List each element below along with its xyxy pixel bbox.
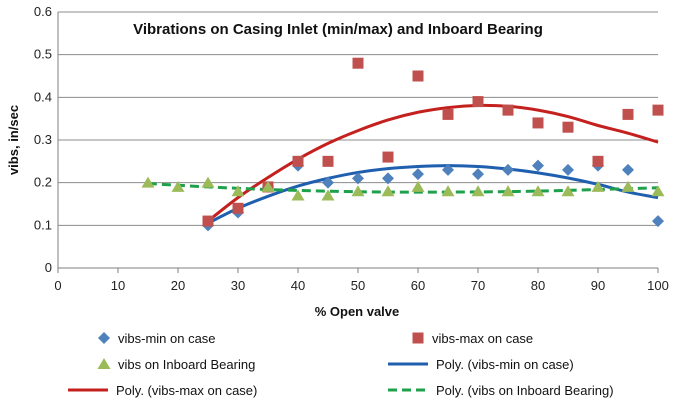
- data-point-triangle: [591, 180, 605, 192]
- trendline-2: [207, 103, 659, 223]
- x-tick-label: 30: [231, 278, 245, 293]
- data-markers: [141, 57, 665, 232]
- legend-marker: [412, 332, 424, 344]
- legend-item: vibs on Inboard Bearing: [97, 357, 255, 372]
- data-point-triangle: [201, 176, 215, 188]
- data-point-triangle: [561, 185, 575, 197]
- y-tick-label: 0: [45, 260, 52, 275]
- data-point-triangle: [171, 180, 185, 192]
- data-point-square: [292, 155, 304, 167]
- chart-title: Vibrations on Casing Inlet (min/max) and…: [133, 21, 543, 38]
- data-point-triangle: [471, 185, 485, 197]
- data-point-diamond: [622, 163, 634, 176]
- x-tick-label: 100: [647, 278, 669, 293]
- data-point-triangle: [501, 185, 515, 197]
- data-point-diamond: [502, 163, 514, 176]
- trendline-1: [207, 164, 659, 225]
- trendlines: [147, 103, 659, 225]
- data-point-square: [502, 104, 514, 116]
- data-point-diamond: [562, 163, 574, 176]
- data-point-square: [322, 155, 334, 167]
- data-point-triangle: [321, 189, 335, 201]
- data-point-triangle: [291, 189, 305, 201]
- x-tick-label: 40: [291, 278, 305, 293]
- y-tick-label: 0.5: [34, 47, 52, 62]
- legend-marker: [97, 358, 111, 369]
- legend-label: Poly. (vibs on Inboard Bearing): [436, 383, 614, 398]
- x-axis-label: % Open valve: [315, 304, 400, 319]
- data-point-square: [442, 108, 454, 120]
- legend-item: Poly. (vibs-max on case): [68, 383, 257, 398]
- y-tick-label: 0.2: [34, 175, 52, 190]
- data-point-triangle: [381, 185, 395, 197]
- x-tick-label: 60: [411, 278, 425, 293]
- x-tick-label: 50: [351, 278, 365, 293]
- data-point-diamond: [352, 172, 364, 185]
- data-point-triangle: [141, 176, 155, 188]
- x-tick-label: 80: [531, 278, 545, 293]
- x-tick-label: 10: [111, 278, 125, 293]
- data-point-triangle: [351, 185, 365, 197]
- data-point-diamond: [322, 176, 334, 189]
- x-tick-label: 20: [171, 278, 185, 293]
- legend-label: Poly. (vibs-max on case): [116, 383, 257, 398]
- data-point-square: [592, 155, 604, 167]
- data-point-triangle: [651, 185, 665, 197]
- y-tick-label: 0.3: [34, 132, 52, 147]
- axes: 0 0.1 0.2 0.3 0.4 0.5 0.6 0 10 20 30 40 50 60 70 80 90 10…: [34, 4, 669, 293]
- legend-item: Poly. (vibs on Inboard Bearing): [388, 383, 614, 398]
- data-point-square: [232, 202, 244, 214]
- data-point-square: [532, 117, 544, 129]
- data-point-diamond: [382, 172, 394, 185]
- data-point-square: [562, 121, 574, 133]
- data-point-square: [472, 96, 484, 108]
- data-point-triangle: [531, 185, 545, 197]
- data-point-diamond: [472, 168, 484, 181]
- legend-label: Poly. (vibs-min on case): [436, 357, 574, 372]
- data-point-triangle: [411, 180, 425, 192]
- data-point-diamond: [532, 159, 544, 172]
- legend-label: vibs on Inboard Bearing: [118, 357, 255, 372]
- x-tick-label: 90: [591, 278, 605, 293]
- x-tick-label: 0: [54, 278, 61, 293]
- trendline-3: [147, 182, 659, 194]
- legend-item: vibs-max on case: [412, 331, 533, 346]
- data-point-square: [382, 151, 394, 163]
- data-point-triangle: [441, 185, 455, 197]
- data-point-triangle: [261, 180, 275, 192]
- y-tick-label: 0.6: [34, 4, 52, 19]
- data-point-diamond: [412, 168, 424, 181]
- data-point-triangle: [231, 185, 245, 197]
- legend-item: vibs-min on case: [98, 331, 216, 346]
- y-axis-label: vibs, in/sec: [6, 105, 21, 175]
- y-tick-label: 0.1: [34, 217, 52, 232]
- data-point-square: [412, 70, 424, 82]
- data-point-square: [622, 108, 634, 120]
- data-point-square: [202, 215, 214, 227]
- legend: vibs-min on case vibs-max on case vibs on …: [68, 331, 614, 398]
- gridlines: [58, 11, 658, 226]
- data-point-square: [652, 104, 664, 116]
- legend-item: Poly. (vibs-min on case): [388, 357, 574, 372]
- data-point-diamond: [652, 215, 664, 228]
- x-tick-label: 70: [471, 278, 485, 293]
- data-point-diamond: [442, 163, 454, 176]
- data-point-triangle: [621, 180, 635, 192]
- legend-label: vibs-max on case: [432, 331, 533, 346]
- legend-marker: [98, 332, 110, 344]
- y-tick-label: 0.4: [34, 89, 52, 104]
- data-point-square: [352, 57, 364, 69]
- legend-label: vibs-min on case: [118, 331, 216, 346]
